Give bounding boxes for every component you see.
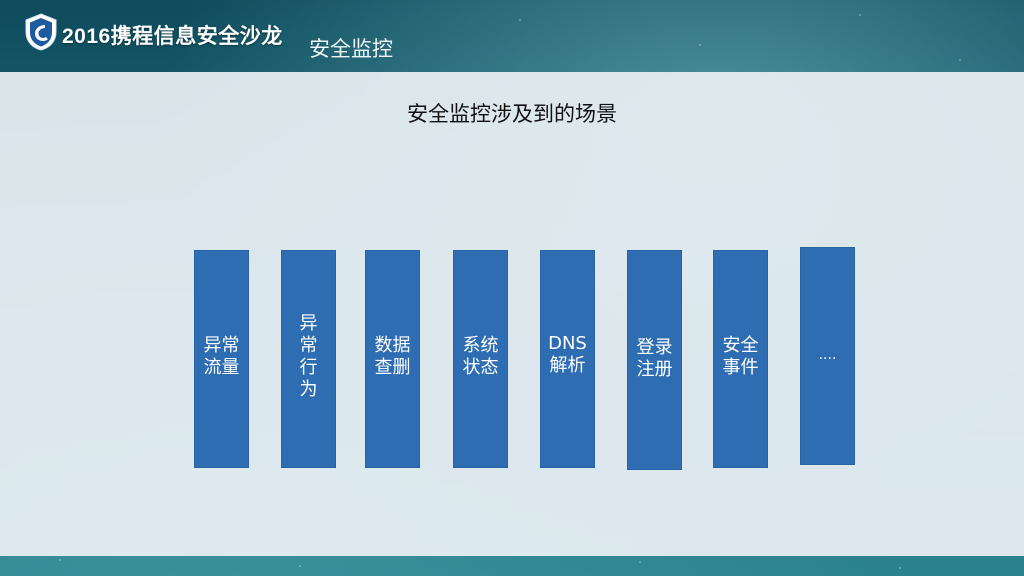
scenario-box-more: ....: [800, 247, 855, 465]
scenario-label: 数据 查删: [374, 335, 411, 378]
scenario-label: 系统 状态: [462, 335, 499, 378]
scenario-box-security-events: 安全 事件: [713, 250, 768, 468]
scenario-box-login-register: 登录 注册: [627, 250, 682, 470]
scenario-label: DNS 解析: [548, 333, 587, 376]
scenario-label: 异常 流量: [203, 335, 240, 378]
section-title: 安全监控: [309, 37, 393, 61]
scenario-label: ....: [818, 347, 837, 363]
scenario-box-system-status: 系统 状态: [453, 250, 508, 468]
scenario-label: 异 常 行 为: [299, 313, 318, 400]
shield-logo-icon: [25, 13, 57, 51]
scenario-label: 登录 注册: [636, 337, 673, 380]
scenario-box-data-query-delete: 数据 查删: [365, 250, 420, 468]
slide-header: 2016携程信息安全沙龙 安全监控: [0, 0, 1024, 72]
scenario-label: 安全 事件: [722, 335, 759, 378]
scenario-box-dns-resolution: DNS 解析: [540, 250, 595, 468]
scenario-box-abnormal-behavior: 异 常 行 为: [281, 250, 336, 468]
content-panel: [0, 72, 1024, 556]
bottom-strip: [0, 556, 1024, 576]
scenario-box-abnormal-traffic: 异常 流量: [194, 250, 249, 468]
brand-title: 2016携程信息安全沙龙: [62, 25, 283, 48]
page-title: 安全监控涉及到的场景: [407, 102, 617, 126]
